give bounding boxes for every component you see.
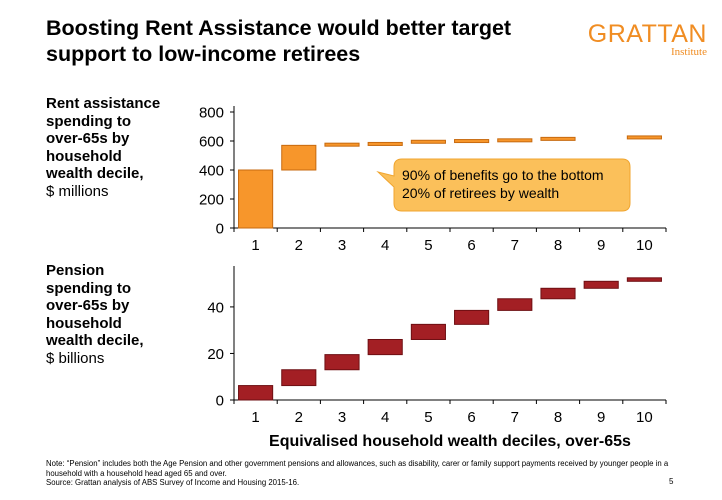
top-label-line-2: spending to [46, 112, 131, 130]
pension-chart-bar-3 [324, 354, 360, 371]
pension-chart-x-label: 9 [597, 409, 605, 426]
bottom-label-line-3: over-65s by [46, 297, 130, 314]
pension-chart-x-label: 7 [511, 409, 519, 426]
callout-box [376, 158, 631, 212]
pension-chart-bar-6 [454, 309, 490, 325]
rent-chart-y-tick-label: 600 [199, 134, 224, 151]
rent-chart-bar-10 [626, 135, 662, 140]
source-text: Source: Grattan analysis of ABS Survey o… [46, 478, 300, 488]
pension-chart-bar-1 [238, 385, 274, 401]
logo-wordmark: GRATTAN [587, 20, 707, 48]
rent-chart-bar-6 [454, 139, 490, 144]
pension-chart-y-tick-label: 0 [216, 393, 224, 410]
rent-chart-x-label: 7 [511, 237, 519, 254]
top-label-units: $ millions [46, 182, 109, 200]
callout-text-line-1: 90% of benefits go to the bottom [402, 167, 604, 183]
rent-chart-y-tick-label: 0 [216, 221, 224, 238]
rent-chart-x-label: 8 [554, 237, 562, 254]
rent-chart-bar-5 [410, 139, 446, 144]
rent-chart-bar-4 [367, 141, 403, 146]
bottom-label-line-4: household [46, 314, 122, 332]
pension-chart-x-label: 3 [338, 409, 346, 426]
pension-chart-x-label: 6 [467, 409, 475, 426]
rent-chart-bar-8 [540, 136, 576, 141]
rent-chart-x-label: 5 [424, 237, 432, 254]
bottom-label-line-2: spending to [46, 279, 131, 297]
bottom-label-units: $ billions [46, 349, 105, 367]
pension-chart-x-label: 8 [554, 409, 562, 426]
pension-chart-bar-9 [583, 280, 619, 289]
note-text: Note: “Pension” includes both the Age Pe… [46, 459, 669, 478]
rent-chart-bar-2 [281, 144, 317, 171]
top-label-line-3: over-65s by [46, 130, 130, 147]
grattan-logo: GRATTAN Institute [561, 22, 707, 58]
bottom-label-line-1: Pension [46, 262, 105, 279]
pension-chart-x-label: 2 [295, 409, 303, 426]
callout-text-line-2: 20% of retirees by wealth [402, 185, 559, 201]
bottom-label-line-5: wealth decile, [46, 332, 144, 349]
pension-chart-y-tick-label: 20 [207, 346, 224, 363]
pension-chart-bar-4 [367, 338, 403, 356]
rent-chart-x-label: 3 [338, 237, 346, 254]
rent-chart-x-label: 2 [295, 237, 303, 254]
rent-chart-bar-7 [497, 138, 533, 143]
rent-chart-x-label: 9 [597, 237, 605, 254]
pension-chart-bar-8 [540, 287, 576, 300]
pension-chart-x-label: 10 [636, 409, 653, 426]
pension-chart-x-label: 4 [381, 409, 389, 426]
top-label-line-1: Rent assistance [46, 95, 161, 112]
rent-chart-y-tick-label: 400 [199, 163, 224, 180]
pension-chart-y-tick-label: 40 [207, 299, 224, 316]
slide-title: Boosting Rent Assistance would better ta… [46, 16, 512, 66]
pension-chart-x-axis-title: Equivalised household wealth deciles, ov… [269, 433, 631, 450]
pension-chart-x-label: 1 [251, 409, 259, 426]
rent-chart-bar-1 [238, 169, 274, 229]
logo-subtitle: Institute [670, 46, 707, 58]
page-number: 5 [669, 477, 674, 486]
footnote: Note: “Pension” includes both the Age Pe… [46, 459, 672, 488]
top-label-line-4: household [46, 147, 122, 165]
top-label-line-5: wealth decile, [46, 165, 144, 182]
bottom-chart-axis-label: Pension spending to over-65s by househol… [46, 262, 144, 367]
rent-chart-y-tick-label: 200 [199, 192, 224, 209]
pension-chart-bar-7 [497, 298, 533, 311]
pension-chart-bar-5 [410, 323, 446, 340]
pension-chart-x-label: 5 [424, 409, 432, 426]
rent-chart-x-label: 4 [381, 237, 389, 254]
pension-chart-bar-10 [626, 277, 662, 282]
rent-chart-x-label: 10 [636, 237, 653, 254]
rent-chart-x-label: 6 [467, 237, 475, 254]
rent-chart-bar-3 [324, 142, 360, 147]
top-chart-axis-label: Rent assistance spending to over-65s by … [46, 95, 160, 200]
pension-chart-bar-2 [281, 369, 317, 387]
rent-chart-x-label: 1 [251, 237, 259, 254]
rent-chart-y-tick-label: 800 [199, 105, 224, 122]
